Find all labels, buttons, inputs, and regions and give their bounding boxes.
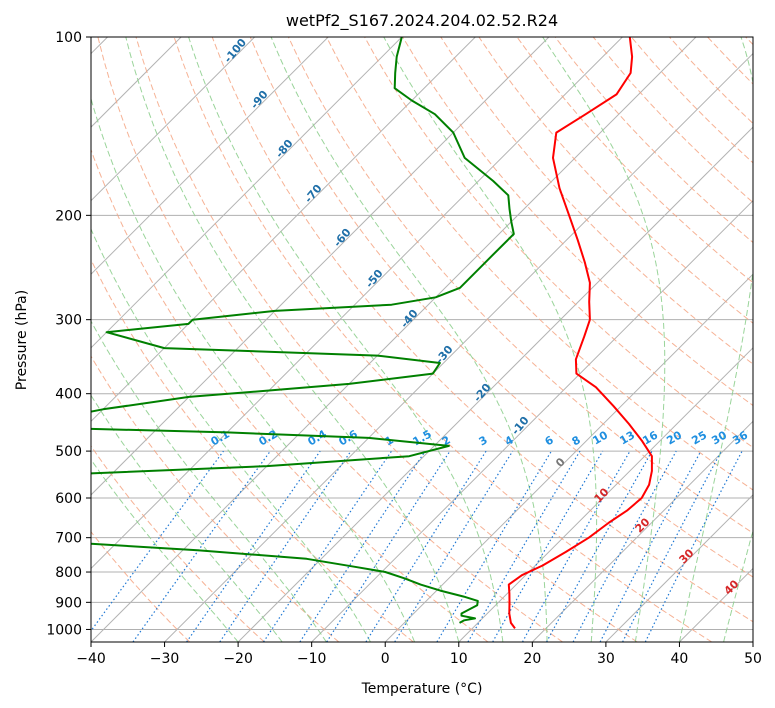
x-tick-label: 0 bbox=[381, 651, 390, 667]
mixing-ratio-line bbox=[91, 450, 224, 632]
y-tick-label: 900 bbox=[55, 595, 82, 611]
dry-adiabat-line bbox=[91, 148, 489, 642]
moist-adiabat-line bbox=[91, 96, 416, 642]
isotherm-line bbox=[605, 494, 753, 642]
background-lines bbox=[91, 37, 753, 642]
mixing-ratio-line bbox=[572, 450, 677, 642]
x-axis-label: Temperature (°C) bbox=[361, 681, 483, 697]
x-axis: −40 −30 −20 −10 0 10 20 30 40 50 bbox=[76, 642, 762, 667]
mixing-ratio-line bbox=[299, 450, 426, 642]
dry-adiabat-line bbox=[440, 37, 753, 365]
moist-adiabat-line bbox=[125, 37, 460, 642]
y-axis-label: Pressure (hPa) bbox=[14, 290, 30, 390]
moist-adiabat-line bbox=[678, 37, 753, 642]
dry-adiabat-line bbox=[516, 37, 753, 284]
dry-adiabat-line bbox=[91, 445, 265, 642]
moist-adiabat-line bbox=[383, 37, 598, 642]
mixing-ratio-line bbox=[132, 450, 271, 642]
mixing-ratio-line bbox=[219, 450, 352, 642]
isotherm-line bbox=[91, 37, 256, 202]
mixing-ratio-line bbox=[644, 450, 743, 642]
y-tick-label: 500 bbox=[55, 444, 82, 460]
mixing-ratio-line bbox=[186, 450, 321, 642]
plot-frame bbox=[90, 36, 754, 643]
moist-adiabat-line bbox=[91, 458, 239, 642]
isotherm-line bbox=[91, 37, 623, 570]
isotherm-line bbox=[458, 347, 753, 642]
isotherm-line bbox=[164, 52, 753, 642]
y-tick-label: 800 bbox=[55, 565, 82, 581]
plot-background bbox=[91, 37, 753, 642]
dry-adiabat-line bbox=[211, 37, 753, 623]
profiles bbox=[91, 37, 653, 629]
y-axis: 1000 900 800 700 600 500 400 300 200 100 bbox=[46, 30, 91, 638]
dry-adiabat-line bbox=[173, 37, 713, 642]
moist-adiabat-line bbox=[91, 227, 371, 642]
dry-adiabat-line bbox=[91, 531, 191, 642]
x-tick-label: −30 bbox=[150, 651, 180, 667]
x-tick-label: −40 bbox=[76, 651, 106, 667]
dry-adiabat-line bbox=[91, 258, 414, 642]
dry-adiabat-line bbox=[91, 355, 340, 642]
mixing-ratio-line bbox=[326, 450, 451, 642]
x-tick-label: 50 bbox=[744, 651, 762, 667]
y-tick-label: 1000 bbox=[46, 622, 82, 638]
x-tick-label: −10 bbox=[297, 651, 327, 667]
isotherm-line bbox=[237, 126, 753, 642]
mixing-ratio-line bbox=[262, 450, 392, 642]
dry-adiabat-line bbox=[249, 37, 753, 578]
y-tick-label: 200 bbox=[55, 208, 82, 224]
x-tick-label: 40 bbox=[671, 651, 689, 667]
moist-adiabat-line bbox=[188, 37, 504, 642]
isotherm-line bbox=[531, 420, 753, 642]
dry-adiabat-line bbox=[97, 37, 563, 642]
chart-title: wetPf2_S167.2024.204.02.52.R24 bbox=[286, 11, 558, 31]
x-tick-label: 30 bbox=[597, 651, 615, 667]
y-tick-label: 400 bbox=[55, 387, 82, 403]
y-tick-label: 100 bbox=[55, 30, 82, 46]
isotherm-line bbox=[752, 641, 753, 642]
x-tick-label: −20 bbox=[223, 651, 253, 667]
y-tick-label: 700 bbox=[55, 531, 82, 547]
temperature-profile-line bbox=[507, 37, 653, 629]
x-tick-label: 20 bbox=[523, 651, 541, 667]
isotherm-line bbox=[91, 37, 403, 349]
dry-adiabat-line bbox=[135, 37, 638, 642]
isotherm-line bbox=[91, 37, 550, 496]
dry-adiabat-line bbox=[287, 37, 753, 534]
mixing-ratio-line bbox=[521, 450, 631, 642]
isotherm-line bbox=[91, 37, 476, 423]
dewpoint-profile-line bbox=[91, 37, 515, 624]
dry-adiabat-line bbox=[326, 37, 753, 491]
y-tick-label: 600 bbox=[55, 491, 82, 507]
dry-adiabat-line bbox=[402, 37, 753, 407]
isotherm-line bbox=[91, 37, 697, 642]
moist-adiabat-line bbox=[91, 394, 283, 642]
x-tick-label: 10 bbox=[450, 651, 468, 667]
mixing-ratio-line bbox=[546, 450, 653, 642]
isotherm-line bbox=[91, 37, 329, 275]
isotherm-line bbox=[384, 273, 753, 642]
mixing-ratio-line bbox=[394, 450, 514, 642]
y-tick-label: 300 bbox=[55, 313, 82, 329]
